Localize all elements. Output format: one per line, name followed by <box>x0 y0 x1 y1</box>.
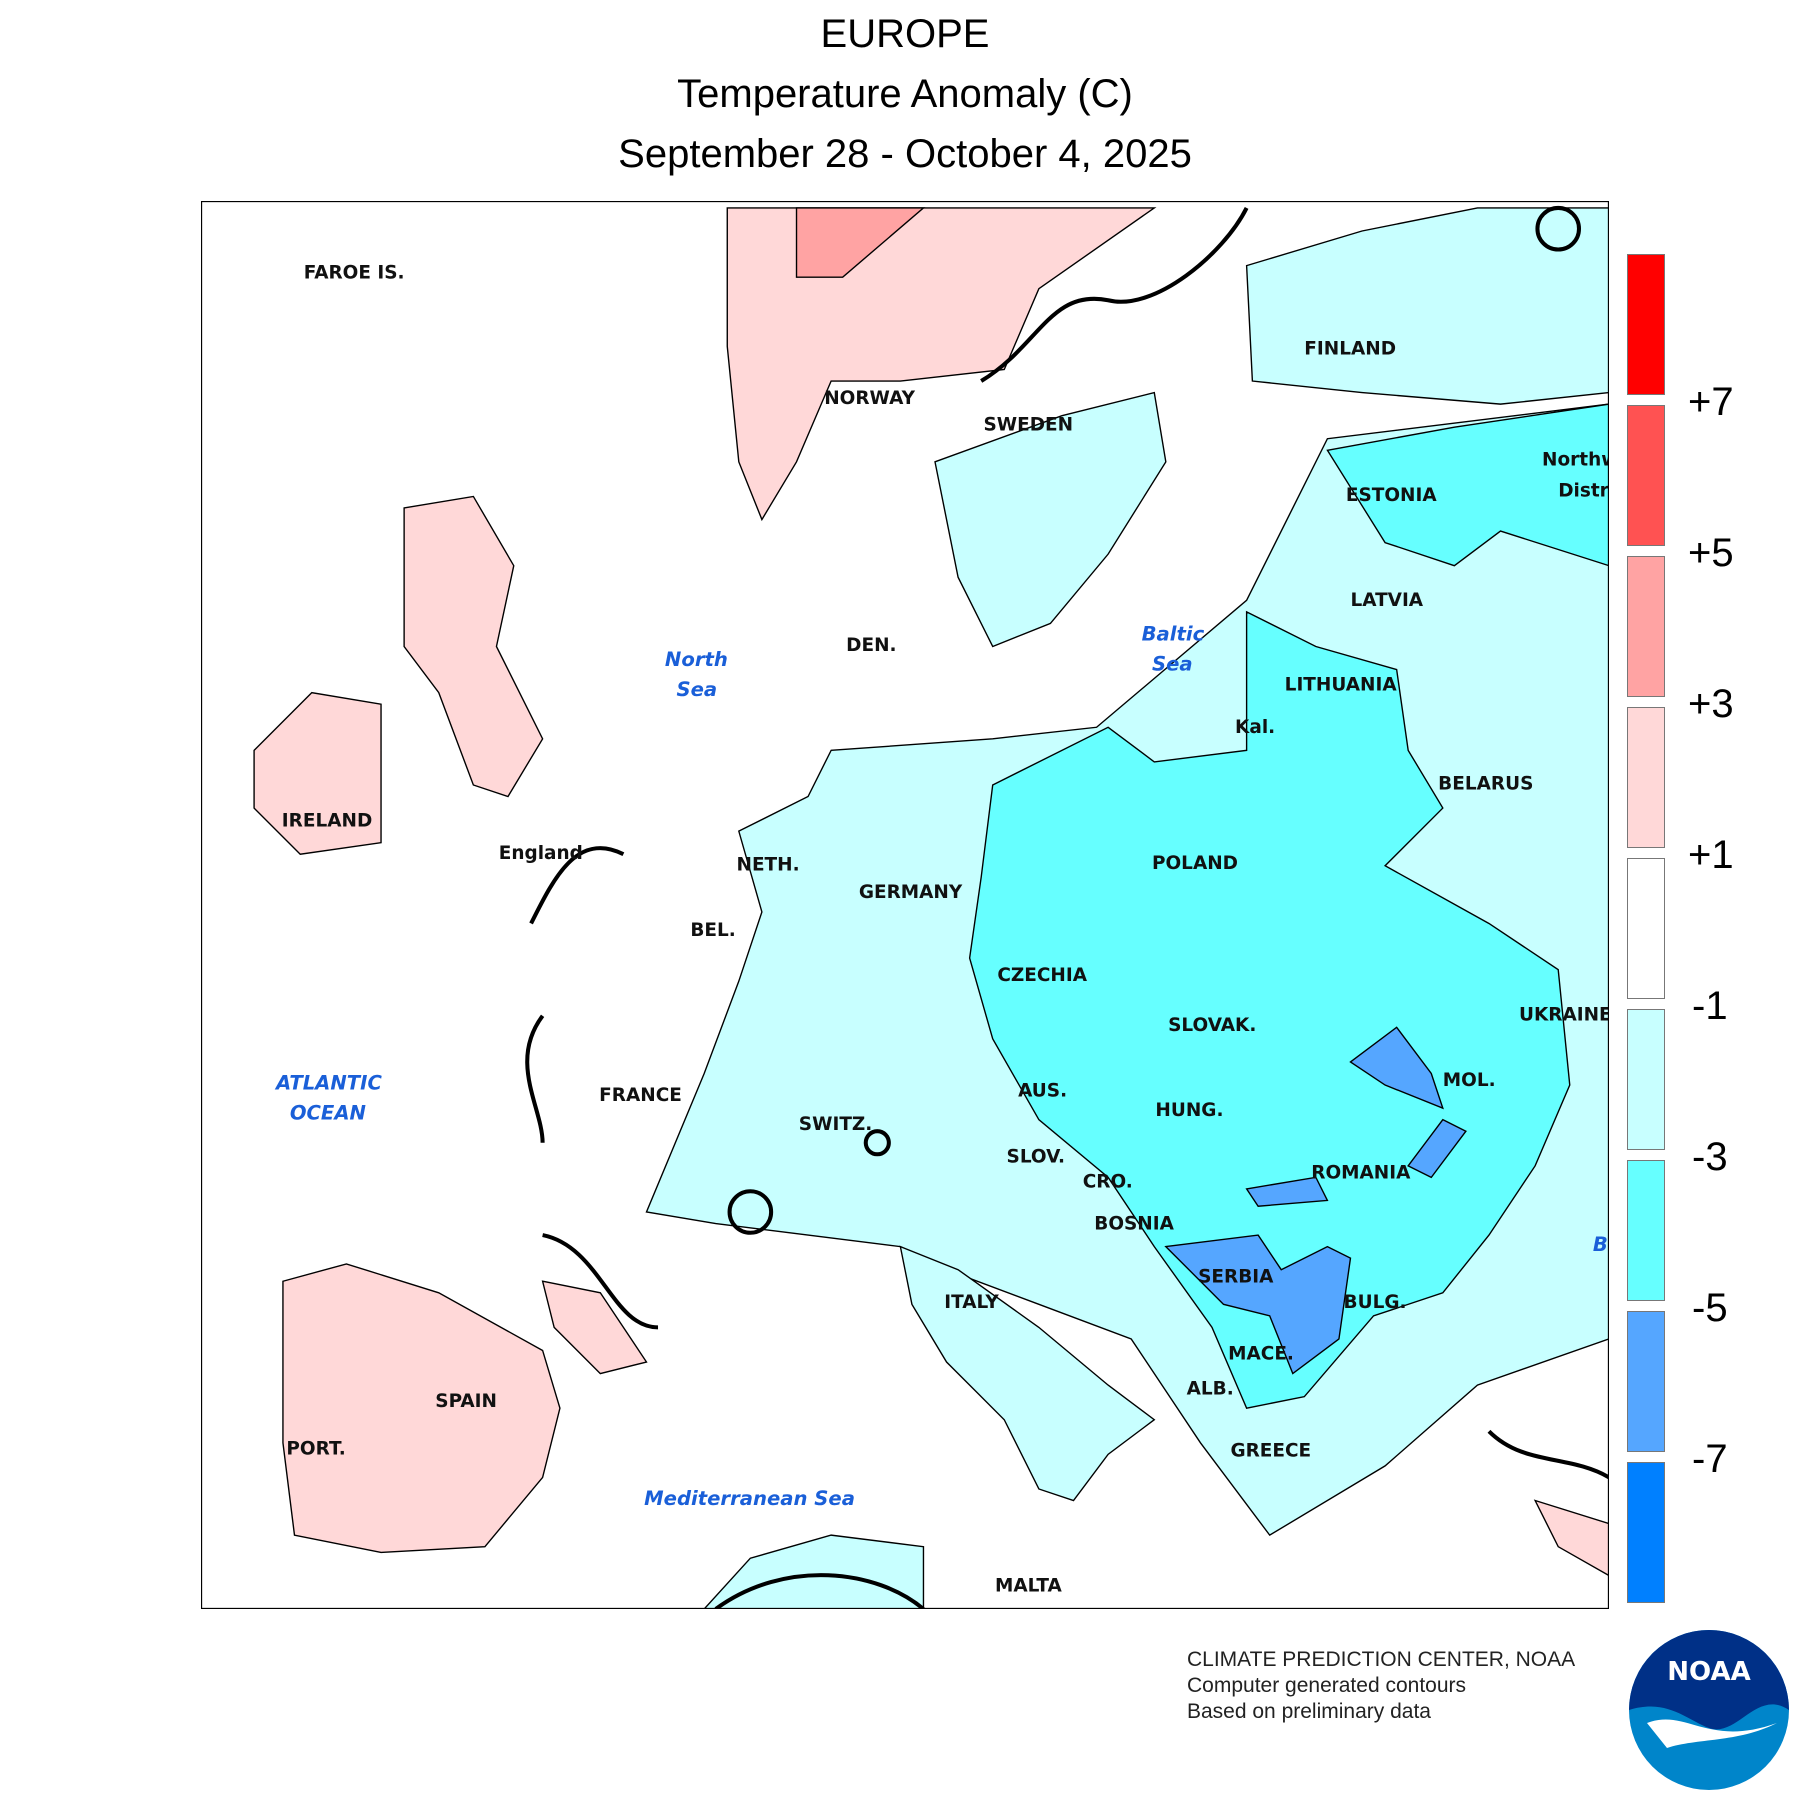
noaa-logo: NOAA <box>1629 1630 1789 1790</box>
legend-swatch <box>1627 405 1665 546</box>
legend-label: -3 <box>1692 1135 1728 1179</box>
country-label: Northw <box>1542 449 1609 470</box>
zero-contours <box>525 205 1609 1609</box>
country-label: CZECHIA <box>997 965 1087 986</box>
country-label: SWITZ. <box>799 1114 873 1135</box>
legend-label: -5 <box>1692 1286 1728 1330</box>
country-label: Kal. <box>1235 717 1275 738</box>
region-romania-blue-2 <box>1407 1118 1467 1179</box>
sea-label: ATLANTIC <box>274 1072 382 1095</box>
country-label: FAROE IS. <box>304 262 405 283</box>
country-label: FINLAND <box>1304 338 1396 359</box>
sea-label: Sea <box>676 678 717 701</box>
legend-label: +3 <box>1688 682 1734 726</box>
country-label: IRELAND <box>282 811 372 832</box>
legend-swatch <box>1627 1462 1665 1603</box>
legend-swatch <box>1627 1160 1665 1301</box>
country-label: SPAIN <box>435 1391 497 1412</box>
country-label: ITALY <box>944 1292 999 1313</box>
legend-label: +7 <box>1688 380 1734 424</box>
region-italy-light-cyan <box>899 1245 1156 1502</box>
country-label: GREECE <box>1230 1441 1311 1462</box>
region-britain-pink <box>403 495 544 798</box>
region-spain-pink <box>282 1263 561 1554</box>
legend-swatch <box>1627 858 1665 999</box>
map-title: EUROPE <box>820 12 990 56</box>
region-norway-pink <box>726 207 1157 522</box>
country-label: Distri <box>1558 480 1609 501</box>
legend-label: -7 <box>1692 1437 1728 1481</box>
legend-swatch <box>1627 1009 1665 1150</box>
country-label: BEL. <box>690 920 735 941</box>
country-label: MOL. <box>1443 1070 1496 1091</box>
country-label: AUS. <box>1018 1081 1067 1102</box>
legend-label: +1 <box>1688 833 1734 877</box>
legend-label: +5 <box>1688 531 1734 575</box>
country-label: ROMANIA <box>1311 1163 1411 1184</box>
country-label: SERBIA <box>1198 1266 1274 1287</box>
country-label: LITHUANIA <box>1285 674 1398 695</box>
country-label: PORT. <box>286 1438 345 1459</box>
country-label: MACE. <box>1228 1344 1294 1365</box>
footer-note-data: Based on preliminary data <box>1187 1700 1431 1723</box>
region-turkey-pink <box>1533 1499 1609 1577</box>
legend-swatch <box>1627 707 1665 848</box>
region-romania-blue-1 <box>1349 1026 1444 1110</box>
sea-label: Mediterranean Sea <box>644 1487 855 1510</box>
legend-swatch <box>1627 556 1665 697</box>
sea-label: B <box>1593 1233 1608 1256</box>
country-label: ESTONIA <box>1346 485 1437 506</box>
legend-swatch <box>1627 1311 1665 1452</box>
country-label: NETH. <box>737 854 800 875</box>
country-label: BULG. <box>1344 1292 1407 1313</box>
anomaly-map: FAROE IS. NORWAY SWEDEN FINLAND ESTONIA LATVI… <box>201 201 1609 1609</box>
sea-label: Baltic <box>1142 623 1205 646</box>
country-label: POLAND <box>1152 853 1238 874</box>
noaa-logo-text: NOAA <box>1667 1657 1750 1687</box>
country-label: GERMANY <box>859 882 963 903</box>
country-label: CRO. <box>1083 1172 1133 1193</box>
region-romania-blue-3 <box>1245 1176 1329 1207</box>
legend-swatch <box>1627 254 1665 395</box>
region-estonia-cyan <box>1326 403 1609 567</box>
sea-label: North <box>665 648 728 671</box>
country-label: SLOVAK. <box>1168 1015 1256 1036</box>
country-label: MALTA <box>995 1576 1063 1597</box>
country-label: SWEDEN <box>983 415 1073 436</box>
region-serbia-blue <box>1164 1234 1352 1375</box>
legend-label: -1 <box>1692 984 1728 1028</box>
country-label: FRANCE <box>599 1085 682 1106</box>
country-label: ALB. <box>1187 1378 1234 1399</box>
country-label: BOSNIA <box>1094 1213 1174 1234</box>
region-finland-light-cyan <box>1245 207 1609 405</box>
region-norway-red <box>795 207 926 278</box>
footer-note-contours: Computer generated contours <box>1187 1674 1466 1697</box>
country-label: England <box>499 843 583 864</box>
region-ireland-pink <box>253 691 382 855</box>
region-sweden-light-cyan <box>934 391 1167 648</box>
anomaly-regions <box>253 207 1609 1609</box>
country-label: DEN. <box>846 635 896 656</box>
map-labels: FAROE IS. NORWAY SWEDEN FINLAND ESTONIA LATVI… <box>274 262 1609 1596</box>
country-label: HUNG. <box>1155 1100 1223 1121</box>
region-spain-east-pink <box>541 1280 648 1375</box>
region-south-light-cyan <box>703 1534 925 1609</box>
sea-label: Sea <box>1152 653 1193 676</box>
country-label: NORWAY <box>824 388 915 409</box>
footer-credit: CLIMATE PREDICTION CENTER, NOAA <box>1187 1648 1576 1671</box>
country-label: UKRAINE <box>1519 1004 1609 1025</box>
country-label: BELARUS <box>1438 774 1533 795</box>
map-date-range: September 28 - October 4, 2025 <box>618 132 1192 176</box>
country-label: SLOV. <box>1007 1146 1065 1167</box>
country-label: LATVIA <box>1350 590 1423 611</box>
region-central-cyan <box>968 610 1571 1409</box>
map-subtitle: Temperature Anomaly (C) <box>677 72 1133 116</box>
sea-label: OCEAN <box>290 1102 366 1125</box>
